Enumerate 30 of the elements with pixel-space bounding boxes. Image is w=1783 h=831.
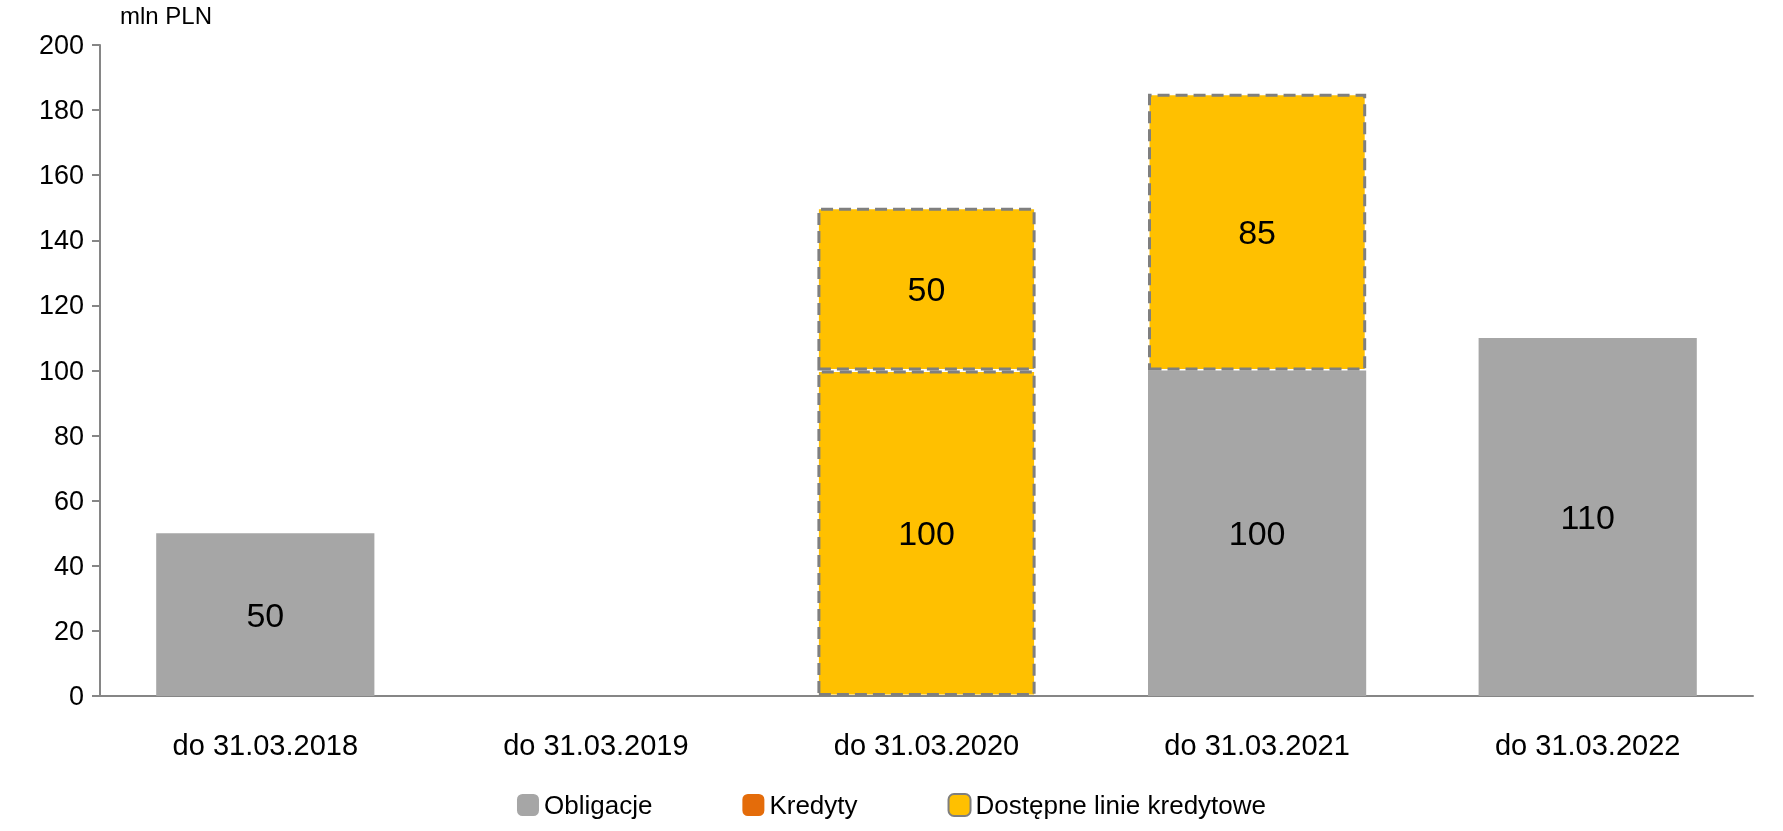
y-tick-label: 0 (68, 681, 84, 711)
x-tick-label: do 31.03.2022 (1494, 728, 1681, 761)
bar (1148, 93, 1367, 371)
legend-label: Kredyty (769, 790, 858, 820)
data-label: 110 (1560, 497, 1615, 536)
y-tick-label: 80 (53, 420, 84, 451)
bar (156, 533, 375, 696)
x-tick-label: do 31.03.2018 (172, 728, 359, 761)
x-tick-label: do 31.03.2019 (503, 728, 689, 761)
legend-label: Dostępne linie kredytowe (975, 790, 1267, 820)
x-tick-label: do 31.03.2020 (833, 728, 1020, 761)
y-tick-label: 140 (38, 225, 84, 256)
bar (1148, 370, 1367, 696)
bar (1478, 337, 1697, 696)
y-tick-label: 100 (38, 355, 84, 386)
data-label: 100 (1228, 514, 1286, 553)
y-tick-label: 160 (38, 160, 84, 191)
data-label: 50 (907, 270, 946, 309)
y-tick-label: 40 (53, 550, 84, 581)
x-tick-label: do 31.03.2021 (1164, 728, 1350, 761)
y-tick-label: 200 (38, 30, 84, 60)
legend-label: Obligacje (543, 790, 653, 820)
data-label: 100 (898, 514, 955, 553)
y-tick-label: 120 (38, 290, 84, 321)
data-label: 50 (246, 595, 285, 634)
y-tick-label: 180 (38, 95, 84, 126)
y-axis-title: mln PLN (120, 1, 213, 29)
data-label: 85 (1238, 213, 1277, 252)
y-tick-label: 20 (53, 615, 84, 646)
y-tick-label: 60 (53, 485, 84, 516)
